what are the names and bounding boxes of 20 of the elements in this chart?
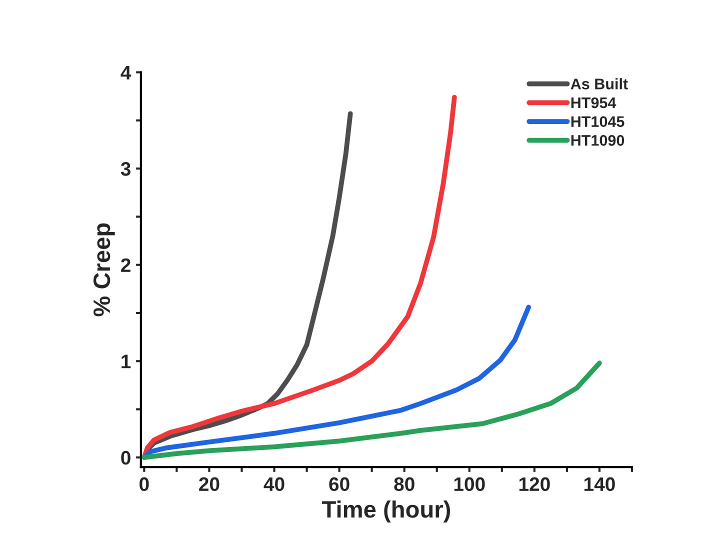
x-tick-label: 20: [199, 477, 220, 492]
legend-label: HT1090: [571, 135, 624, 146]
line-series: [142, 360, 602, 460]
x-tick-label: 120: [519, 477, 550, 492]
x-tick-label: 40: [264, 477, 284, 492]
x-tick-label: 80: [394, 477, 414, 492]
x-tick-label: 100: [454, 477, 485, 492]
y-tick-label: 2: [121, 258, 130, 272]
x-tick-label: 140: [584, 477, 615, 492]
x-tick-label: 60: [329, 477, 350, 492]
y-tick-label: 3: [120, 162, 130, 176]
legend-label: HT1045: [571, 116, 624, 128]
x-axis-title: Time (hour): [322, 500, 450, 522]
x-tick-label: 0: [140, 477, 149, 492]
y-tick-label: 0: [121, 450, 130, 465]
y-tick-label: 1: [122, 354, 131, 368]
legend-label: As Built: [570, 78, 628, 90]
y-tick-label: 4: [120, 66, 132, 80]
y-axis-title: % Creep: [93, 223, 115, 316]
legend-label: HT954: [571, 97, 616, 108]
